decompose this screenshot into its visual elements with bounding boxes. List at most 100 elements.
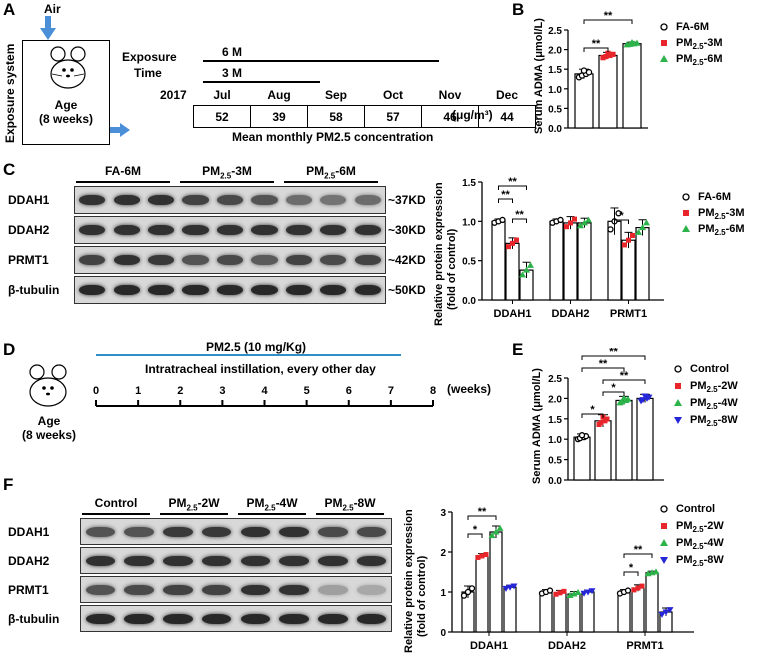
y-tick-label: 2.0 — [548, 46, 562, 57]
data-point — [662, 609, 670, 616]
blot-band — [356, 584, 387, 595]
blot-group-line — [238, 513, 306, 515]
chart-c: 0.0 0.5 1.0 1.5 Relative protein expression(… — [433, 176, 745, 326]
data-point — [519, 271, 526, 278]
blot-band — [148, 285, 175, 295]
blot-band — [163, 526, 193, 537]
data-point — [464, 588, 472, 596]
blot-band — [148, 255, 175, 265]
blot-band — [148, 225, 175, 235]
bar — [503, 586, 517, 633]
blot-band — [251, 195, 278, 205]
data-point — [496, 524, 504, 531]
data-point — [585, 216, 592, 223]
sig-mark: ** — [508, 176, 517, 188]
blot-band — [279, 584, 309, 595]
data-point — [630, 232, 635, 238]
bar — [615, 399, 633, 481]
sig-bracket — [602, 391, 625, 396]
year-label: 2017 — [160, 88, 187, 102]
panel-label-f: F — [3, 475, 14, 494]
blot-band — [320, 225, 347, 235]
sig-mark: ** — [634, 544, 643, 556]
month-cell: Oct — [382, 87, 403, 102]
blot-band — [216, 255, 244, 265]
blot-strip — [80, 518, 392, 545]
data-point — [633, 39, 641, 46]
y-tick-label: 0.0 — [548, 476, 562, 487]
mouse-icon — [50, 46, 86, 89]
sig-mark: ** — [478, 506, 487, 518]
blot-band — [113, 195, 140, 205]
data-point — [584, 589, 592, 596]
legend-label: FA-6M — [676, 21, 709, 33]
y-axis-label: Relative protein expression — [433, 182, 445, 326]
blot-row-label: DDAH1 — [8, 193, 50, 207]
data-point — [475, 554, 481, 560]
blot-band — [201, 526, 232, 537]
legend-label: PM2.5-2W — [690, 380, 738, 394]
blot-band — [318, 526, 348, 537]
sig-bracket — [614, 219, 629, 224]
y-axis-label: Relative protein expression — [403, 509, 415, 653]
sig-bracket — [512, 218, 527, 223]
blot-band — [285, 285, 312, 295]
blot-band — [163, 613, 193, 624]
blot-band — [85, 526, 116, 537]
data-point — [580, 590, 588, 597]
blot-band — [148, 195, 175, 205]
blot-band — [285, 255, 312, 265]
data-point — [572, 216, 577, 222]
bar — [539, 591, 553, 633]
data-point — [674, 365, 682, 373]
timeline-tick-label: 5 — [304, 385, 310, 397]
bar — [577, 222, 592, 301]
chart-f: 0 1 2 3 Relative protein expression (fold of … — [403, 503, 724, 653]
data-point — [660, 55, 668, 62]
data-point — [581, 219, 588, 226]
bar — [567, 593, 581, 633]
timeline-tick-label: 6 — [346, 385, 352, 397]
x-tick-label: DDAH2 — [552, 308, 590, 320]
blot-band — [354, 195, 381, 205]
y-tick-label: 0 — [440, 628, 446, 639]
legend-label: PM2.5-2W — [676, 520, 724, 534]
data-point — [674, 399, 682, 406]
blot-band — [354, 225, 381, 235]
bar — [549, 220, 564, 301]
sig-mark: ** — [620, 370, 629, 382]
data-point — [603, 53, 609, 60]
blot-row-label: β-tubulin — [8, 611, 60, 626]
y-tick-label: 0.5 — [548, 456, 562, 467]
timeline-tick-label: 0 — [93, 385, 99, 397]
blot-band — [285, 195, 312, 205]
data-point — [598, 420, 604, 426]
blot-band — [354, 255, 381, 265]
blot-group-line — [76, 181, 170, 183]
y-tick-label: 0.0 — [462, 296, 476, 307]
blot-band — [163, 555, 193, 566]
blot-band — [251, 255, 278, 265]
legend-label: PM2.5-3M — [698, 207, 745, 221]
sig-mark: * — [619, 210, 624, 222]
data-point — [639, 224, 646, 231]
blot-band — [216, 225, 244, 235]
y-tick-label: 1.0 — [462, 217, 476, 228]
blot-band — [124, 613, 154, 624]
x-tick-label: DDAH1 — [470, 640, 508, 652]
sig-mark: ** — [604, 10, 613, 22]
sig-mark: ** — [599, 358, 608, 370]
data-point — [635, 228, 642, 235]
blot-band — [356, 526, 387, 537]
blot-band — [240, 613, 271, 624]
bar — [573, 436, 591, 481]
blot-group-label: PM2.5-2W — [168, 496, 220, 513]
data-point — [506, 244, 511, 250]
blot-band — [124, 555, 154, 566]
value-cell: 39 — [250, 105, 308, 128]
data-point — [488, 532, 496, 539]
x-tick-label: PRMT1 — [626, 640, 663, 652]
blot-strip — [74, 246, 386, 274]
sig-mark: * — [611, 382, 616, 394]
